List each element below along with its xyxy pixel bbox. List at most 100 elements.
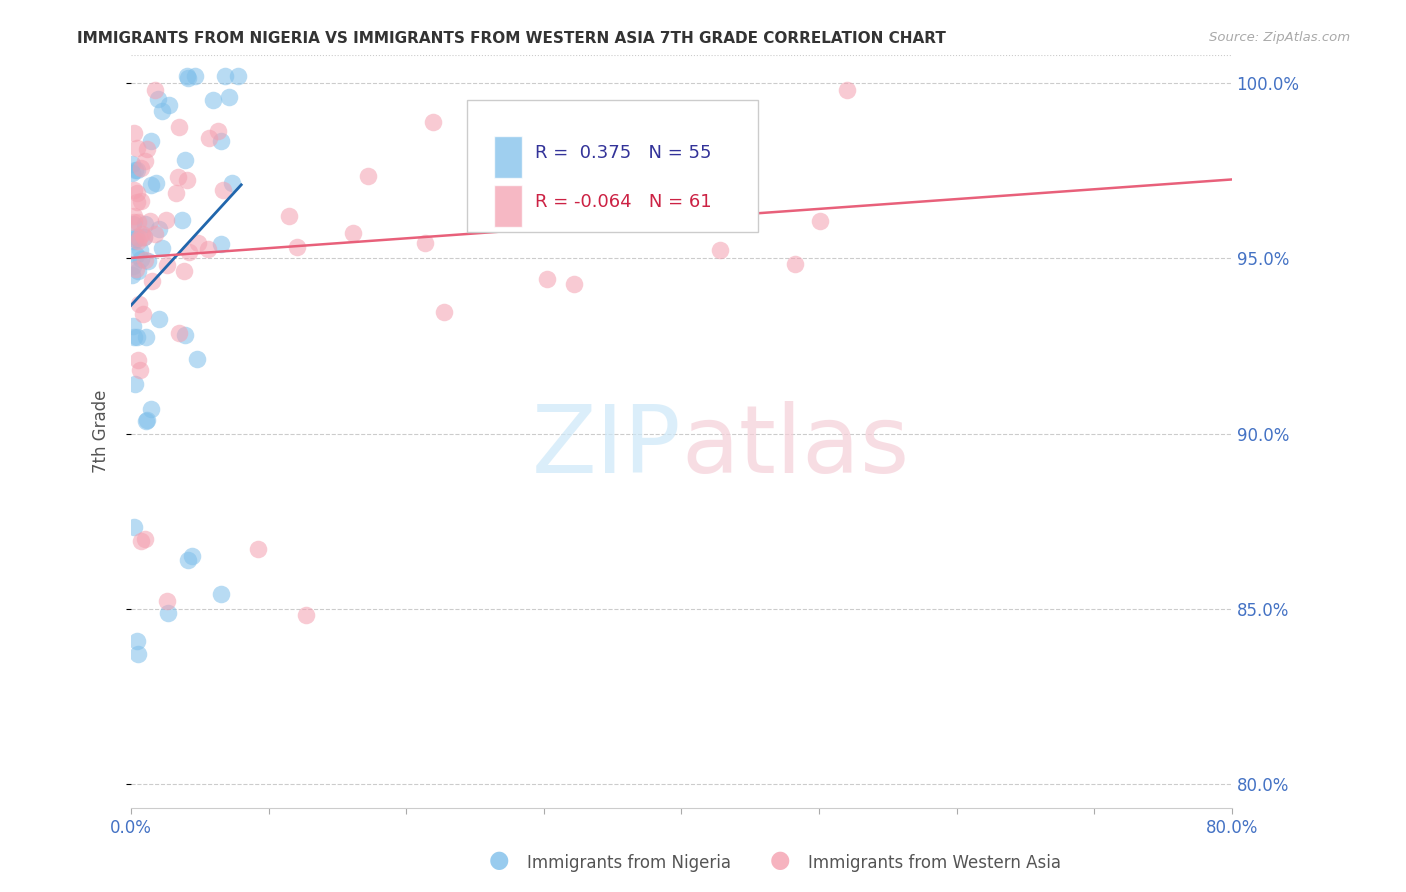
Point [125, 247, 148, 261]
Point [143, 227, 166, 242]
Point [127, 235, 149, 249]
Point [134, 154, 156, 169]
Point [197, 131, 219, 145]
FancyBboxPatch shape [495, 136, 522, 178]
Point [124, 234, 146, 248]
Text: Immigrants from Nigeria: Immigrants from Nigeria [527, 855, 731, 872]
Point [122, 183, 145, 197]
Point [174, 153, 197, 167]
Point [121, 268, 143, 282]
Point [150, 241, 173, 255]
Point [134, 532, 156, 546]
Point [129, 363, 152, 377]
Point [122, 520, 145, 534]
Point [214, 69, 236, 83]
Text: Source: ZipAtlas.com: Source: ZipAtlas.com [1209, 31, 1350, 45]
Point [209, 587, 232, 601]
Point [124, 376, 146, 391]
Point [209, 134, 232, 148]
Point [156, 594, 179, 608]
Point [187, 235, 209, 250]
Point [725, 140, 748, 154]
Point [433, 305, 456, 319]
Point [143, 83, 166, 97]
Point [148, 92, 170, 106]
Point [176, 69, 198, 83]
Point [129, 161, 152, 176]
FancyBboxPatch shape [495, 185, 522, 227]
Point [605, 189, 627, 203]
Point [129, 534, 152, 549]
Point [125, 141, 148, 155]
Point [124, 232, 146, 246]
Point [125, 186, 148, 200]
Point [218, 90, 240, 104]
Point [127, 330, 149, 344]
Point [139, 135, 162, 149]
Point [127, 647, 149, 661]
Point [135, 414, 157, 428]
Text: ●: ● [770, 848, 790, 872]
Point [150, 103, 173, 118]
Text: Immigrants from Western Asia: Immigrants from Western Asia [808, 855, 1062, 872]
Point [181, 549, 204, 563]
Text: IMMIGRANTS FROM NIGERIA VS IMMIGRANTS FROM WESTERN ASIA 7TH GRADE CORRELATION CH: IMMIGRANTS FROM NIGERIA VS IMMIGRANTS FR… [77, 31, 946, 46]
Text: atlas: atlas [682, 401, 910, 493]
Point [122, 330, 145, 344]
Text: R = -0.064   N = 61: R = -0.064 N = 61 [536, 193, 711, 211]
Point [783, 257, 806, 271]
Point [562, 277, 585, 292]
Point [134, 217, 156, 231]
Point [121, 157, 143, 171]
Point [177, 70, 200, 85]
Point [247, 541, 270, 556]
Point [138, 253, 160, 268]
Point [422, 115, 444, 129]
Point [129, 252, 152, 267]
Point [122, 215, 145, 229]
Point [135, 330, 157, 344]
Point [173, 328, 195, 343]
Point [148, 222, 170, 236]
Point [136, 412, 159, 426]
Point [139, 401, 162, 416]
Point [177, 552, 200, 566]
Text: R =  0.375   N = 55: R = 0.375 N = 55 [536, 145, 711, 162]
Point [176, 173, 198, 187]
Point [342, 226, 364, 240]
Point [165, 186, 187, 201]
Point [122, 209, 145, 223]
Point [136, 142, 159, 156]
Point [139, 214, 162, 228]
Point [134, 252, 156, 267]
Point [124, 262, 146, 277]
Point [357, 169, 380, 183]
Point [167, 120, 190, 134]
Text: ZIP: ZIP [531, 401, 682, 493]
Point [134, 230, 156, 244]
Point [184, 69, 207, 83]
Point [212, 183, 235, 197]
Point [709, 243, 731, 257]
Point [197, 243, 219, 257]
Point [125, 230, 148, 244]
Point [125, 162, 148, 177]
Point [155, 213, 177, 227]
Point [211, 237, 233, 252]
Point [278, 209, 301, 223]
Point [835, 83, 858, 97]
Point [125, 634, 148, 648]
Point [536, 272, 558, 286]
Point [141, 274, 163, 288]
Point [294, 607, 316, 622]
Point [131, 227, 153, 241]
Point [127, 194, 149, 209]
Point [128, 297, 150, 311]
Point [127, 264, 149, 278]
Point [127, 352, 149, 367]
Point [221, 176, 243, 190]
Point [121, 260, 143, 274]
Point [808, 213, 831, 227]
Point [226, 69, 249, 83]
Point [167, 326, 190, 341]
